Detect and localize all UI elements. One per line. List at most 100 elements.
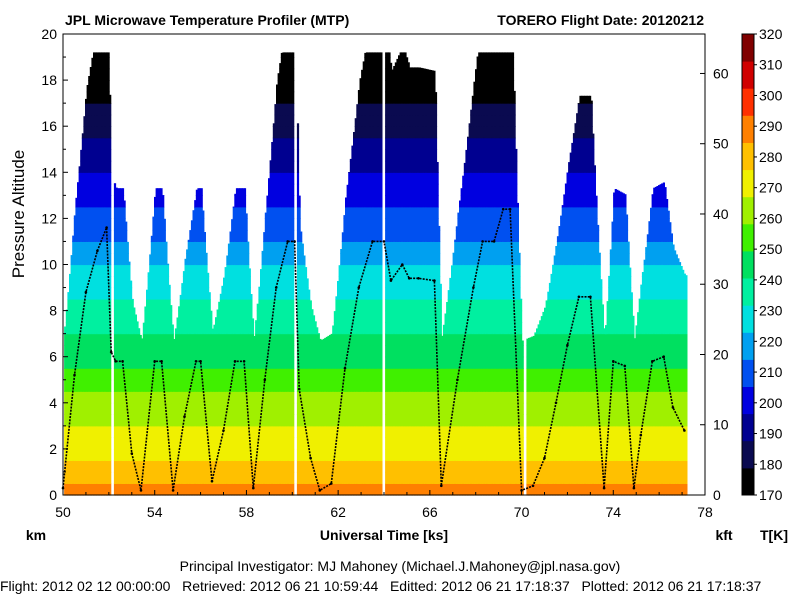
heatmap-cell <box>91 137 94 150</box>
heatmap-cell <box>215 471 218 484</box>
heatmap-cell <box>97 356 101 369</box>
heatmap-cell <box>304 322 308 335</box>
heatmap-cell <box>83 460 86 473</box>
heatmap-cell <box>199 310 202 323</box>
heatmap-cell <box>166 333 170 346</box>
heatmap-cell <box>227 379 231 392</box>
heatmap-cell <box>322 368 325 381</box>
heatmap-cell <box>190 345 194 358</box>
heatmap-cell <box>166 437 170 450</box>
heatmap-cell <box>290 391 293 404</box>
heatmap-cell <box>280 52 283 58</box>
heatmap-cell <box>102 68 105 81</box>
heatmap-cell <box>157 345 160 358</box>
heatmap-cell <box>134 437 137 450</box>
heatmap-cell <box>218 448 221 461</box>
heatmap-cell <box>158 333 161 346</box>
heatmap-cell <box>346 322 349 335</box>
heatmap-cell <box>245 425 248 438</box>
heatmap-cell <box>154 218 157 231</box>
heatmap-column <box>330 333 333 496</box>
heatmap-cell <box>197 229 200 242</box>
heatmap-cell <box>73 276 76 289</box>
heatmap-cell <box>324 368 327 381</box>
heatmap-cell <box>182 345 186 358</box>
heatmap-cell <box>107 253 110 266</box>
heatmap-cell <box>200 402 203 415</box>
heatmap-cell <box>93 253 96 266</box>
heatmap-cell <box>235 276 239 289</box>
heatmap-cell <box>139 471 142 484</box>
heatmap-cell <box>194 310 197 323</box>
heatmap-cell <box>282 103 285 116</box>
heatmap-cell <box>86 160 89 173</box>
heatmap-cell <box>157 356 160 369</box>
heatmap-cell <box>276 448 279 461</box>
heatmap-cell <box>248 333 251 346</box>
heatmap-cell <box>226 448 229 461</box>
heatmap-cell <box>348 310 351 323</box>
heatmap-cell <box>213 437 216 450</box>
heatmap-cell <box>227 471 231 484</box>
heatmap-cell <box>162 310 165 323</box>
heatmap-cell <box>165 253 168 266</box>
heatmap-cell <box>255 483 258 496</box>
heatmap-cell <box>125 221 128 231</box>
heatmap-cell <box>88 310 91 323</box>
heatmap-cell <box>91 195 94 208</box>
heatmap-cell <box>146 448 149 461</box>
heatmap-cell <box>91 333 94 346</box>
heatmap-cell <box>73 437 76 450</box>
heatmap-cell <box>93 91 96 104</box>
heatmap-cell <box>187 264 190 277</box>
heatmap-cell <box>261 322 264 335</box>
heatmap-cell <box>91 460 94 473</box>
heatmap-cell <box>285 379 288 392</box>
heatmap-cell <box>343 460 346 473</box>
heatmap-cell <box>232 345 235 358</box>
heatmap-cell <box>280 322 283 335</box>
heatmap-cell <box>96 218 99 231</box>
heatmap-cell <box>166 414 170 427</box>
heatmap-cell <box>163 483 166 496</box>
heatmap-cell <box>154 196 157 208</box>
heatmap-cell <box>308 483 311 496</box>
heatmap-cell <box>149 448 152 461</box>
heatmap-cell <box>263 333 266 346</box>
heatmap-cell <box>131 345 134 358</box>
heatmap-cell <box>337 402 340 415</box>
heatmap-cell <box>99 391 102 404</box>
heatmap-column <box>184 258 187 496</box>
heatmap-cell <box>250 299 253 312</box>
heatmap-cell <box>235 322 239 335</box>
heatmap-cell <box>88 149 91 162</box>
heatmap-cell <box>97 402 101 415</box>
heatmap-cell <box>171 471 174 484</box>
heatmap-cell <box>276 84 279 93</box>
heatmap-cell <box>215 448 218 461</box>
heatmap-cell <box>327 335 330 346</box>
heatmap-cell <box>224 437 227 450</box>
heatmap-cell <box>182 379 186 392</box>
heatmap-cell <box>266 483 269 496</box>
heatmap-cell <box>314 391 317 404</box>
heatmap-cell <box>72 310 75 323</box>
heatmap-cell <box>197 391 200 404</box>
heatmap-cell <box>330 425 333 438</box>
heatmap-cell <box>146 379 149 392</box>
heatmap-cell <box>65 345 68 358</box>
heatmap-cell <box>292 52 295 58</box>
heatmap-cell <box>99 425 102 438</box>
heatmap-cell <box>171 414 174 427</box>
heatmap-cell <box>223 483 226 496</box>
heatmap-cell <box>96 229 99 242</box>
heatmap-cell <box>303 276 306 289</box>
heatmap-cell <box>288 391 291 404</box>
heatmap-cell <box>147 425 150 438</box>
heatmap-cell <box>269 253 272 266</box>
heatmap-cell <box>81 391 84 404</box>
heatmap-cell <box>88 345 91 358</box>
heatmap-cell <box>104 379 107 392</box>
heatmap-cell <box>85 160 88 173</box>
heatmap-cell <box>261 425 264 438</box>
